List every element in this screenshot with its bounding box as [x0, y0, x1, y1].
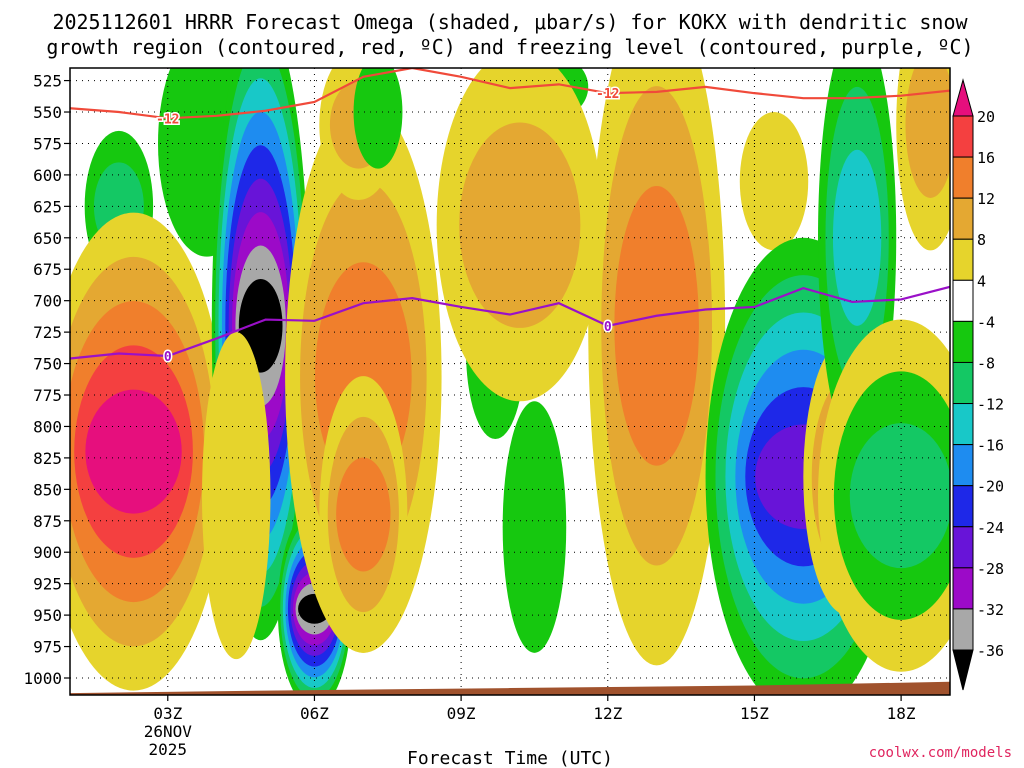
colorbar-label-20: 20	[977, 108, 995, 126]
colorbar-label--16: -16	[977, 437, 1004, 455]
colorbar-segment-c8	[952, 197, 974, 240]
y-tick-label-600: 600	[33, 166, 62, 185]
colorbar-label-16: 16	[977, 149, 995, 167]
omega-cell-1-c20	[85, 389, 182, 514]
omega-cell-4-c4	[202, 332, 271, 660]
x-tick-label-12Z: 12Z	[593, 704, 622, 723]
x-tick-label-06Z: 06Z	[300, 704, 329, 723]
x-tick-year-label: 2025	[149, 740, 188, 759]
colorbar-segment-n36	[952, 649, 974, 691]
y-tick-label-750: 750	[33, 355, 62, 374]
snow-growth-contour-label-1: -12	[596, 87, 619, 102]
y-tick-label-800: 800	[33, 417, 62, 436]
y-tick-label-700: 700	[33, 292, 62, 311]
y-tick-label-925: 925	[33, 575, 62, 594]
colorbar-label-12: 12	[977, 190, 995, 208]
omega-cell-11-n4	[502, 401, 567, 653]
y-tick-label-875: 875	[33, 512, 62, 531]
freezing-level-contour-line	[70, 285, 950, 360]
y-tick-label-850: 850	[33, 480, 62, 499]
snow-growth-contour-label-0: -12	[156, 112, 179, 127]
colorbar-label-4: 4	[977, 272, 986, 290]
x-tick-label-18Z: 18Z	[887, 704, 916, 723]
grid-lines	[70, 68, 950, 695]
colorbar-segment-white	[952, 279, 974, 322]
chart-title-line-1: 2025112601 HRRR Forecast Omega (shaded, …	[52, 10, 968, 34]
plot-frame	[69, 67, 951, 696]
omega-cell-14-c12	[614, 186, 699, 466]
y-tick-label-575: 575	[33, 134, 62, 153]
colorbar-segment-n16	[952, 444, 974, 487]
colorbar-label-8: 8	[977, 231, 986, 249]
colorbar-segment-n4	[952, 320, 974, 363]
temperature-contours: -12 -12 0 0	[70, 68, 950, 367]
y-tick-label-675: 675	[33, 260, 62, 279]
colorbar-segment-n24	[952, 526, 974, 569]
colorbar-segment-c20	[952, 78, 974, 117]
colorbar-segment-n20	[952, 485, 974, 528]
y-tick-label-625: 625	[33, 197, 62, 216]
colorbar: 20 16 12 8 4 -4 -8 -12 -16 -20 -24 -28 -32 -36	[952, 78, 1004, 691]
surface-ground	[70, 681, 950, 695]
colorbar-label--4: -4	[977, 313, 995, 331]
y-tick-label-825: 825	[33, 449, 62, 468]
colorbar-segment-n8	[952, 361, 974, 405]
omega-cell-19-n8	[849, 423, 950, 569]
credit-link[interactable]: coolwx.com/models	[869, 745, 1012, 761]
y-tick-label-975: 975	[33, 638, 62, 657]
colorbar-segment-n12	[952, 403, 974, 446]
x-tick-date-label: 26NOV	[144, 722, 193, 741]
x-tick-label-15Z: 15Z	[740, 704, 769, 723]
colorbar-label--12: -12	[977, 396, 1004, 414]
omega-cell-7-c12	[336, 457, 391, 572]
plot-area: -12 -12 0 0	[70, 68, 950, 695]
colorbar-segment-c4	[952, 238, 974, 281]
colorbar-segment-n32	[952, 608, 974, 651]
omega-cell-20-c8	[905, 68, 950, 198]
y-tick-label-650: 650	[33, 229, 62, 248]
omega-cell-9-n4	[353, 68, 403, 169]
colorbar-segment-c16	[952, 115, 974, 158]
omega-cell-18-n12	[832, 149, 882, 326]
colorbar-segment-c12	[952, 156, 974, 199]
y-tick-label-1000: 1000	[23, 669, 62, 688]
omega-cell-13-c8	[459, 122, 581, 328]
omega-shading	[70, 68, 950, 695]
y-tick-label-900: 900	[33, 543, 62, 562]
colorbar-segment-n28	[952, 567, 974, 610]
y-tick-label-775: 775	[33, 386, 62, 405]
y-tick-label-550: 550	[33, 103, 62, 122]
y-axis: 525 550 575 600 625 650 675 700 725 750 775 800 825 8…	[23, 72, 70, 688]
omega-cell-15-c4	[739, 112, 809, 251]
y-tick-label-950: 950	[33, 606, 62, 625]
snow-growth-contour-line	[70, 68, 950, 120]
y-tick-label-525: 525	[33, 72, 62, 91]
colorbar-label--8: -8	[977, 354, 995, 372]
colorbar-label--24: -24	[977, 519, 1004, 537]
surface-terrain	[70, 681, 950, 695]
x-tick-label-03Z: 03Z	[153, 704, 182, 723]
y-tick-label-725: 725	[33, 323, 62, 342]
freezing-level-contour-label-1: 0	[604, 320, 612, 335]
freezing-level-contour-label-0: 0	[164, 350, 172, 365]
chart-title-line-2: growth region (contoured, red, ºC) and f…	[46, 35, 973, 59]
colorbar-label--32: -32	[977, 601, 1004, 619]
colorbar-label--36: -36	[977, 642, 1004, 660]
x-tick-label-09Z: 09Z	[447, 704, 476, 723]
colorbar-label--28: -28	[977, 560, 1004, 578]
x-axis-title: Forecast Time (UTC)	[407, 748, 613, 768]
colorbar-label--20: -20	[977, 478, 1004, 496]
